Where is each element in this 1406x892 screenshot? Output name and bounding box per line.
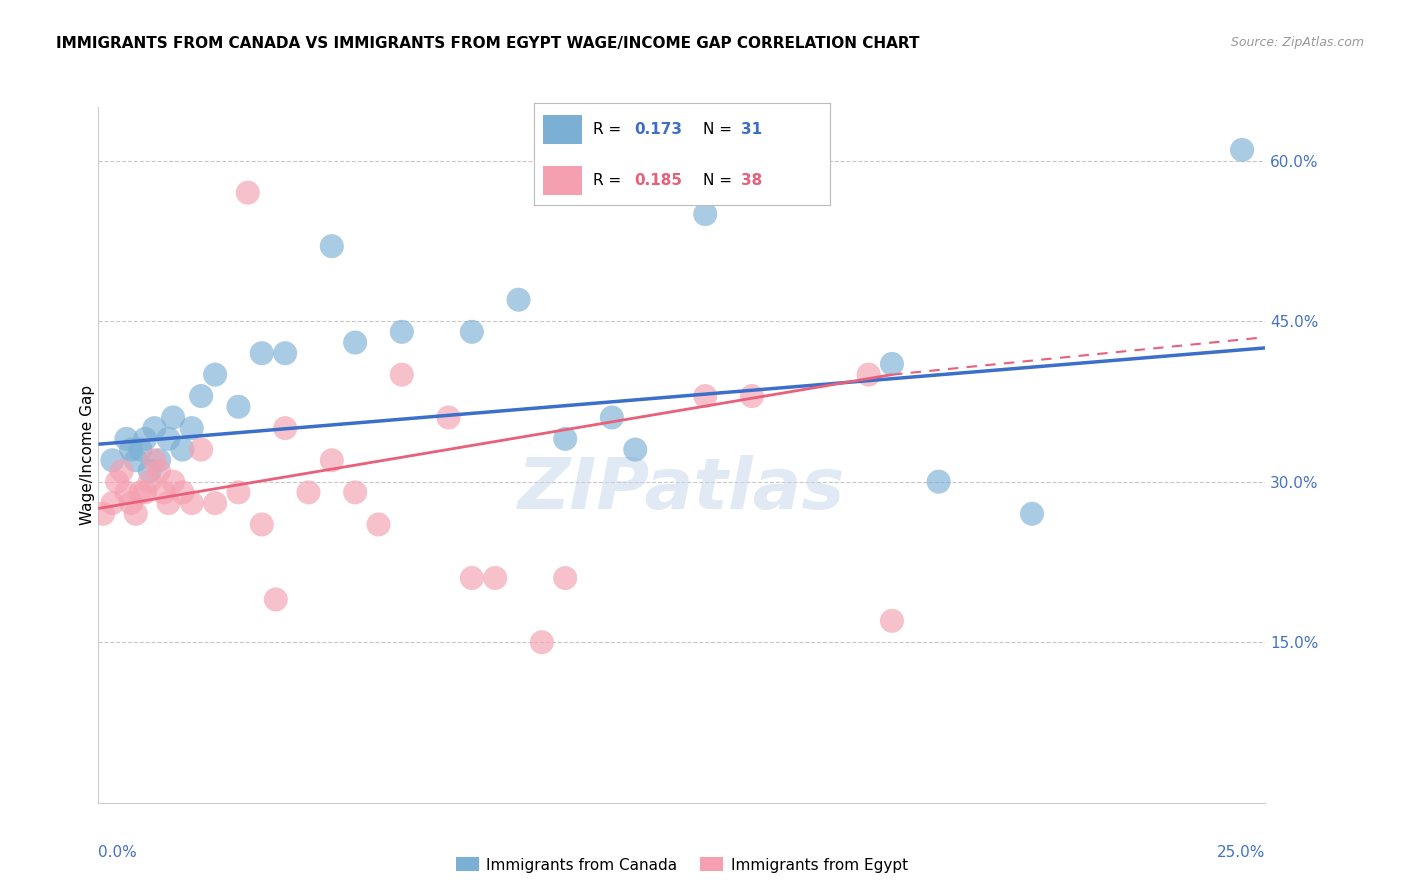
Point xyxy=(297,485,319,500)
Point xyxy=(321,239,343,253)
Point xyxy=(152,485,174,500)
Point xyxy=(1021,507,1043,521)
Point xyxy=(120,442,142,457)
Text: ZIPatlas: ZIPatlas xyxy=(519,455,845,524)
Point xyxy=(554,432,576,446)
Point xyxy=(236,186,259,200)
Text: N =: N = xyxy=(703,121,737,136)
Point xyxy=(204,496,226,510)
Point xyxy=(530,635,553,649)
Point xyxy=(139,464,162,478)
Bar xyxy=(543,166,582,194)
Point xyxy=(125,453,148,467)
Point xyxy=(344,485,367,500)
Point xyxy=(624,442,647,457)
Point xyxy=(274,421,297,435)
Point xyxy=(115,432,138,446)
Point xyxy=(741,389,763,403)
Point xyxy=(101,453,124,467)
Point xyxy=(695,389,717,403)
Point xyxy=(134,432,156,446)
Point xyxy=(190,389,212,403)
Y-axis label: Wage/Income Gap: Wage/Income Gap xyxy=(80,384,94,525)
Point xyxy=(1230,143,1253,157)
Point xyxy=(134,485,156,500)
Point xyxy=(695,207,717,221)
Point xyxy=(172,442,194,457)
Point xyxy=(344,335,367,350)
Text: 0.0%: 0.0% xyxy=(98,845,138,860)
Point xyxy=(880,357,903,371)
Point xyxy=(274,346,297,360)
Point xyxy=(928,475,950,489)
Point xyxy=(143,453,166,467)
Point xyxy=(858,368,880,382)
Text: 0.185: 0.185 xyxy=(634,173,683,188)
Point xyxy=(129,442,152,457)
Point xyxy=(554,571,576,585)
Point xyxy=(461,325,484,339)
Text: R =: R = xyxy=(593,173,627,188)
Point xyxy=(321,453,343,467)
Point xyxy=(180,421,202,435)
Point xyxy=(190,442,212,457)
Point xyxy=(250,346,273,360)
Point xyxy=(111,464,134,478)
Point xyxy=(250,517,273,532)
Point xyxy=(162,475,184,489)
Point xyxy=(461,571,484,585)
Point xyxy=(125,507,148,521)
Text: 31: 31 xyxy=(741,121,762,136)
Text: R =: R = xyxy=(593,121,627,136)
Text: Source: ZipAtlas.com: Source: ZipAtlas.com xyxy=(1230,36,1364,49)
Point xyxy=(162,410,184,425)
Point xyxy=(120,496,142,510)
Point xyxy=(143,421,166,435)
Text: 0.173: 0.173 xyxy=(634,121,683,136)
Point xyxy=(115,485,138,500)
Point xyxy=(367,517,389,532)
Point xyxy=(600,410,623,425)
Point xyxy=(139,475,162,489)
Bar xyxy=(543,115,582,144)
Point xyxy=(437,410,460,425)
Point xyxy=(172,485,194,500)
Point xyxy=(391,325,413,339)
Point xyxy=(228,485,250,500)
Point xyxy=(129,485,152,500)
Point xyxy=(148,464,170,478)
Text: IMMIGRANTS FROM CANADA VS IMMIGRANTS FROM EGYPT WAGE/INCOME GAP CORRELATION CHAR: IMMIGRANTS FROM CANADA VS IMMIGRANTS FRO… xyxy=(56,36,920,51)
Point xyxy=(264,592,287,607)
Point xyxy=(228,400,250,414)
Text: N =: N = xyxy=(703,173,737,188)
Text: 38: 38 xyxy=(741,173,762,188)
Point xyxy=(157,496,180,510)
Point xyxy=(180,496,202,510)
Point xyxy=(91,507,114,521)
Text: 25.0%: 25.0% xyxy=(1218,845,1265,860)
Point xyxy=(204,368,226,382)
Point xyxy=(148,453,170,467)
Point xyxy=(391,368,413,382)
Point xyxy=(508,293,530,307)
Point xyxy=(157,432,180,446)
Point xyxy=(484,571,506,585)
Legend: Immigrants from Canada, Immigrants from Egypt: Immigrants from Canada, Immigrants from … xyxy=(450,851,914,879)
Point xyxy=(880,614,903,628)
Point xyxy=(105,475,128,489)
Point xyxy=(101,496,124,510)
